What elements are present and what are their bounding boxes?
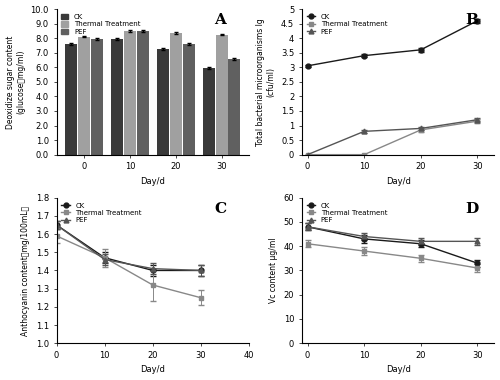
Text: D: D bbox=[466, 202, 479, 216]
Bar bbox=[111, 39, 123, 155]
Legend: CK, Thermal Treatment, PEF: CK, Thermal Treatment, PEF bbox=[306, 13, 388, 36]
Legend: CK, Thermal Treatment, PEF: CK, Thermal Treatment, PEF bbox=[60, 13, 142, 36]
Text: B: B bbox=[466, 13, 478, 27]
X-axis label: Day/d: Day/d bbox=[140, 366, 165, 374]
Bar bbox=[157, 49, 169, 155]
Bar bbox=[182, 44, 194, 155]
Bar bbox=[124, 31, 136, 155]
Bar bbox=[91, 39, 103, 155]
Legend: CK, Thermal Treatment, PEF: CK, Thermal Treatment, PEF bbox=[306, 201, 388, 225]
X-axis label: Day/d: Day/d bbox=[386, 366, 410, 374]
X-axis label: Day/d: Day/d bbox=[386, 177, 410, 186]
Y-axis label: Anthocyanin content（mg/100mL）: Anthocyanin content（mg/100mL） bbox=[21, 206, 30, 336]
Y-axis label: Total bacterial microorganisms lg
(cfu/ml): Total bacterial microorganisms lg (cfu/m… bbox=[256, 18, 276, 146]
Y-axis label: Vc content μg/ml: Vc content μg/ml bbox=[269, 238, 278, 303]
Bar bbox=[228, 59, 240, 155]
Bar bbox=[137, 31, 148, 155]
Text: A: A bbox=[214, 13, 226, 27]
Bar bbox=[170, 33, 181, 155]
Text: C: C bbox=[214, 202, 226, 216]
Y-axis label: Deoxidize sugar content
(glucose，mg/ml): Deoxidize sugar content (glucose，mg/ml) bbox=[6, 35, 25, 128]
Bar bbox=[216, 35, 228, 155]
X-axis label: Day/d: Day/d bbox=[140, 177, 165, 186]
Bar bbox=[78, 37, 90, 155]
Bar bbox=[203, 68, 214, 155]
Legend: CK, Thermal Treatment, PEF: CK, Thermal Treatment, PEF bbox=[60, 201, 143, 225]
Bar bbox=[65, 44, 77, 155]
